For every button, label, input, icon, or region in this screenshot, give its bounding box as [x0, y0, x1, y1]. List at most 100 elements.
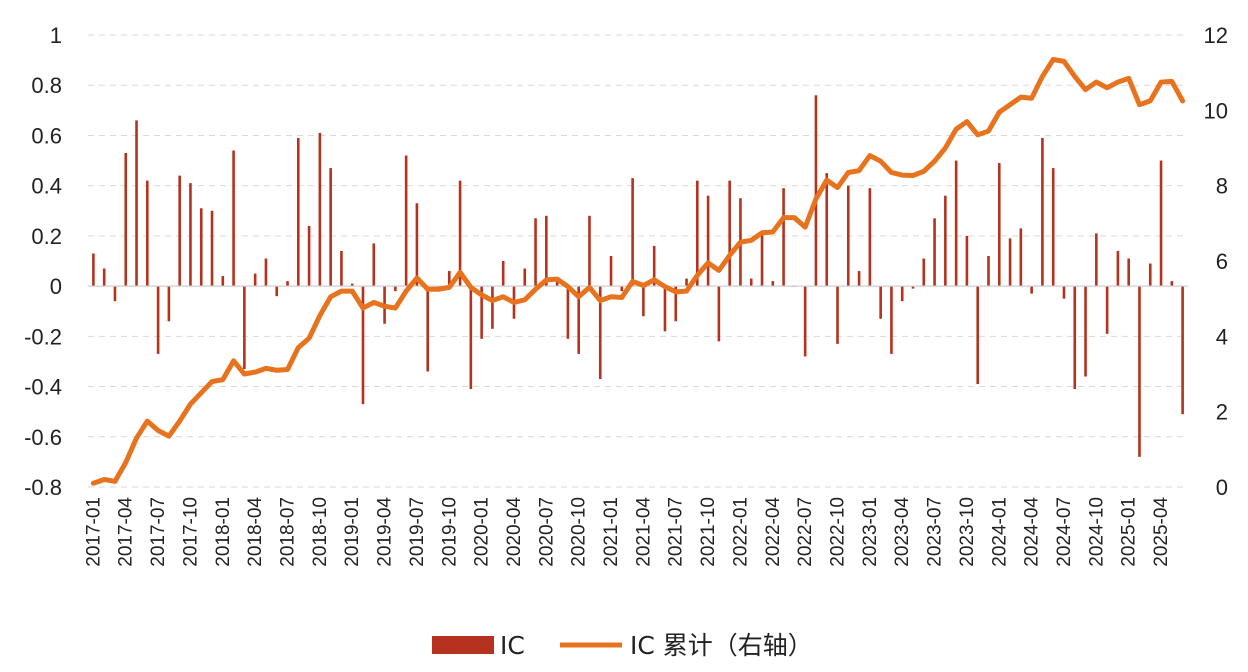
ic-bar: [1105, 286, 1109, 334]
ic-bar: [1019, 228, 1023, 287]
x-tick-label: 2024-10: [1086, 497, 1107, 567]
x-tick-label: 2024-04: [1022, 497, 1043, 567]
ic-bar: [577, 286, 580, 354]
ic-bar: [814, 95, 818, 287]
ic-bar: [318, 132, 322, 287]
x-tick-label: 2024-07: [1054, 497, 1075, 567]
ic-bar: [728, 180, 731, 287]
ic-bar: [965, 235, 969, 287]
ic-bar: [1116, 250, 1120, 287]
ic-bar: [944, 195, 947, 287]
ic-bar: [243, 286, 246, 369]
ic-cumulative-line: [90, 56, 1186, 486]
y-left-tick-label: 0.4: [31, 174, 62, 199]
ic-bar: [178, 175, 181, 287]
ic-bar: [696, 180, 699, 287]
ic-bar: [534, 218, 537, 287]
ic-bar: [642, 286, 645, 317]
x-tick-label: 2017-10: [180, 497, 201, 567]
ic-bar: [868, 188, 872, 287]
ic-bar: [469, 286, 473, 390]
ic-bars: [92, 95, 1184, 457]
x-tick-label: 2017-04: [116, 497, 137, 567]
y-right-tick-label: 2: [1216, 400, 1228, 425]
ic-bar: [1148, 263, 1152, 287]
ic-bar: [1159, 160, 1163, 287]
ic-bar: [620, 286, 624, 292]
ic-bar: [189, 183, 192, 287]
y-left-tick-label: -0.2: [24, 324, 62, 349]
ic-bar: [1041, 137, 1044, 287]
right-axis-ticks: 12 10 8 6 4 2 0: [1204, 23, 1228, 500]
ic-bar: [92, 253, 95, 287]
ic-bar: [1008, 238, 1012, 287]
ic-bar: [458, 180, 462, 287]
ic-bar: [1095, 233, 1098, 287]
ic-bar: [1051, 168, 1055, 287]
ic-bar: [652, 245, 656, 287]
x-tick-label: 2021-01: [601, 497, 622, 567]
x-tick-label: 2024-01: [989, 497, 1010, 567]
ic-bar: [588, 215, 591, 287]
x-tick-label: 2017-07: [148, 497, 169, 567]
ic-bar: [566, 286, 570, 339]
x-tick-label: 2020-10: [569, 497, 590, 567]
ic-bar: [124, 153, 128, 287]
y-left-tick-label: 0.2: [31, 224, 62, 249]
ic-bar: [555, 281, 559, 287]
ic-bar: [631, 178, 634, 287]
ic-bar: [426, 286, 430, 372]
ic-bar: [598, 286, 602, 380]
x-tick-label: 2021-04: [633, 497, 654, 567]
x-tick-label: 2017-01: [83, 497, 104, 567]
ic-bar: [987, 255, 990, 287]
ic-bar: [447, 271, 451, 287]
ic-bar: [491, 286, 494, 329]
ic-bar: [1170, 281, 1174, 287]
x-tick-label: 2019-10: [439, 497, 460, 567]
legend: IC IC 累计（右轴）: [432, 631, 813, 660]
ic-bar: [221, 276, 225, 287]
ic-bar: [350, 283, 354, 287]
y-left-tick-label: 0: [50, 274, 62, 299]
ic-bar: [501, 261, 505, 287]
x-axis-ticks: 2017-01 2017-04 2017-07 2017-10 2018-01 2018-…: [83, 497, 1172, 567]
ic-bar: [156, 286, 160, 354]
ic-bar: [890, 286, 893, 354]
ic-bar: [836, 286, 839, 344]
ic-bar: [275, 286, 279, 297]
x-tick-label: 2020-07: [536, 497, 557, 567]
ic-bar: [825, 173, 829, 287]
ic-bar: [286, 281, 289, 287]
ic-bar: [933, 218, 936, 287]
y-left-tick-label: -0.8: [24, 475, 62, 500]
ic-bar: [674, 286, 678, 322]
ic-bar: [976, 286, 980, 385]
legend-label-ic: IC: [500, 631, 525, 660]
ic-bar: [523, 268, 527, 287]
x-tick-label: 2021-10: [698, 497, 719, 567]
ic-bar: [803, 286, 807, 357]
ic-bar: [167, 286, 171, 322]
ic-bar: [1084, 286, 1087, 377]
y-left-tick-label: -0.4: [24, 375, 62, 400]
x-tick-label: 2018-04: [245, 497, 266, 567]
ic-bar: [135, 120, 138, 287]
x-tick-label: 2025-04: [1151, 497, 1172, 567]
x-tick-label: 2019-04: [375, 497, 396, 567]
ic-bar: [264, 258, 268, 287]
ic-bar: [717, 286, 721, 342]
y-left-tick-label: -0.6: [24, 425, 62, 450]
x-tick-label: 2023-07: [925, 497, 946, 567]
x-tick-label: 2023-10: [957, 497, 978, 567]
ic-bar: [609, 255, 613, 287]
ic-bar: [857, 271, 861, 287]
ic-bar: [372, 243, 376, 287]
x-tick-label: 2023-04: [892, 497, 913, 567]
ic-bar: [232, 150, 235, 287]
ic-bar: [900, 286, 904, 302]
x-tick-label: 2020-04: [504, 497, 525, 567]
x-tick-label: 2019-07: [407, 497, 428, 567]
gridlines: [88, 34, 1188, 488]
